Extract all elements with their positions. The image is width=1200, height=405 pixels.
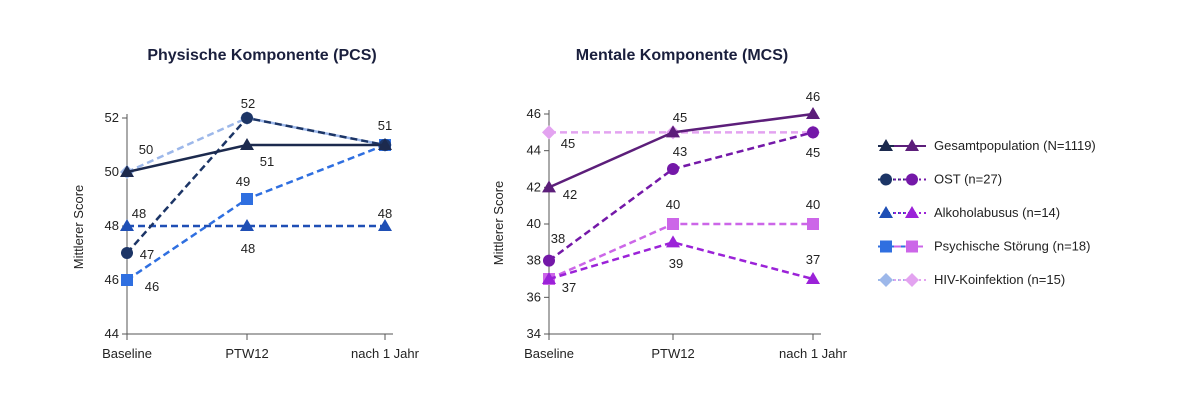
legend-marker-mcs	[906, 240, 918, 253]
mcs-data-label: 40	[666, 197, 680, 212]
pcs-data-label: 51	[378, 118, 392, 133]
pcs-data-label: 46	[145, 279, 159, 294]
legend-item: Psychische Störung (n=18)	[878, 239, 1090, 254]
pcs-series-line	[126, 143, 385, 174]
legend: Gesamtpopulation (N=1119) OST (n=27) Alkoh…	[878, 138, 1096, 287]
mcs-y-axis-label: Mittlerer Score	[491, 181, 506, 266]
pcs-data-point	[241, 193, 253, 205]
mcs-chart: Mentale Komponente (MCS) Mittlerer Score…	[491, 47, 848, 361]
legend-marker-pcs	[879, 139, 893, 151]
legend-marker-pcs	[879, 206, 893, 218]
mcs-data-point	[666, 125, 680, 138]
pcs-data-point	[240, 138, 254, 150]
legend-marker-mcs	[905, 273, 919, 287]
legend-marker-mcs	[905, 139, 919, 151]
legend-item: HIV-Koinfektion (n=15)	[878, 272, 1065, 287]
mcs-data-label: 45	[806, 145, 820, 160]
mcs-data-label: 39	[669, 256, 683, 271]
pcs-x-category-label: Baseline	[102, 346, 152, 361]
pcs-data-point	[378, 138, 392, 150]
pcs-series-line	[126, 116, 386, 254]
pcs-data-point	[241, 112, 253, 124]
legend-item: Alkoholabusus (n=14)	[878, 205, 1060, 220]
mcs-data-label: 40	[806, 197, 820, 212]
mcs-chart-title: Mentale Komponente (MCS)	[576, 47, 788, 64]
mcs-y-tick-label: 46	[527, 106, 541, 121]
pcs-y-tick-label: 44	[105, 326, 119, 341]
pcs-y-tick-label: 48	[105, 218, 119, 233]
mcs-y-tick-label: 44	[527, 143, 541, 158]
legend-label: Alkoholabusus (n=14)	[934, 205, 1060, 220]
mcs-y-tick-label: 36	[527, 289, 541, 304]
mcs-data-label: 45	[673, 110, 687, 125]
mcs-data-point	[807, 218, 819, 230]
pcs-data-label: 48	[378, 206, 392, 221]
pcs-y-tick-label: 52	[105, 110, 119, 125]
legend-label: Gesamtpopulation (N=1119)	[934, 138, 1096, 153]
mcs-y-tick-label: 38	[527, 253, 541, 268]
legend-item: OST (n=27)	[878, 172, 1002, 187]
mcs-data-label: 42	[563, 187, 577, 202]
pcs-x-category-label: PTW12	[225, 346, 268, 361]
mcs-data-label: 38	[551, 231, 565, 246]
pcs-series-line	[126, 143, 386, 282]
mcs-x-category-label: Baseline	[524, 346, 574, 361]
mcs-data-point	[667, 163, 679, 175]
pcs-data-label: 49	[236, 174, 250, 189]
pcs-data-label: 48	[132, 206, 146, 221]
legend-item: Gesamtpopulation (N=1119)	[878, 138, 1096, 153]
mcs-y-tick-label: 34	[527, 326, 541, 341]
pcs-data-point	[120, 219, 134, 231]
mcs-data-point	[542, 125, 556, 140]
mcs-data-label: 37	[562, 280, 576, 295]
pcs-data-label: 50	[139, 142, 153, 157]
pcs-data-label: 51	[260, 154, 274, 169]
pcs-data-label: 48	[241, 241, 255, 256]
mcs-x-category-label: PTW12	[651, 346, 694, 361]
mcs-data-label: 46	[806, 89, 820, 104]
legend-label: Psychische Störung (n=18)	[934, 239, 1090, 254]
mcs-data-point	[667, 218, 679, 230]
legend-marker-pcs	[879, 273, 893, 287]
mcs-y-tick-label: 40	[527, 216, 541, 231]
pcs-y-tick-label: 46	[105, 272, 119, 287]
pcs-chart-title: Physische Komponente (PCS)	[147, 47, 376, 64]
mcs-data-label: 43	[673, 144, 687, 159]
legend-marker-pcs	[880, 173, 892, 186]
mcs-data-label: 45	[561, 136, 575, 151]
pcs-data-point	[120, 165, 134, 177]
pcs-x-category-label: nach 1 Jahr	[351, 346, 420, 361]
legend-label: OST (n=27)	[934, 172, 1002, 187]
pcs-y-axis-label: Mittlerer Score	[71, 185, 86, 270]
pcs-data-label: 52	[241, 96, 255, 111]
pcs-data-label: 47	[140, 247, 154, 262]
mcs-data-point	[807, 126, 819, 139]
pcs-chart: Physische Komponente (PCS) Mittlerer Sco…	[71, 47, 420, 361]
mcs-data-label: 37	[806, 252, 820, 267]
legend-marker-mcs	[906, 173, 918, 186]
mcs-data-point	[806, 272, 820, 284]
mcs-data-point	[542, 272, 556, 284]
pcs-data-point	[240, 219, 254, 231]
legend-marker-pcs	[880, 240, 892, 253]
mcs-series-line	[548, 241, 814, 281]
pcs-data-point	[378, 219, 392, 231]
mcs-data-point	[666, 235, 680, 248]
mcs-data-point	[543, 254, 555, 267]
mcs-data-point	[806, 107, 820, 119]
legend-label: HIV-Koinfektion (n=15)	[934, 272, 1065, 287]
legend-marker-mcs	[905, 206, 919, 218]
mcs-x-category-label: nach 1 Jahr	[779, 346, 848, 361]
mcs-data-point	[542, 180, 556, 193]
pcs-data-point	[121, 247, 133, 259]
pcs-y-tick-label: 50	[105, 164, 119, 179]
pcs-series-line	[126, 116, 386, 174]
mcs-y-tick-label: 42	[527, 179, 541, 194]
pcs-data-point	[121, 274, 133, 286]
